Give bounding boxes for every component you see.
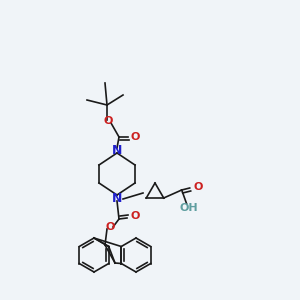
- Text: O: O: [103, 116, 113, 126]
- Text: OH: OH: [179, 203, 198, 213]
- Text: N: N: [112, 143, 122, 157]
- Text: O: O: [193, 182, 202, 192]
- Text: O: O: [130, 211, 140, 221]
- Text: O: O: [105, 222, 115, 232]
- Text: N: N: [112, 191, 122, 205]
- Text: O: O: [130, 132, 140, 142]
